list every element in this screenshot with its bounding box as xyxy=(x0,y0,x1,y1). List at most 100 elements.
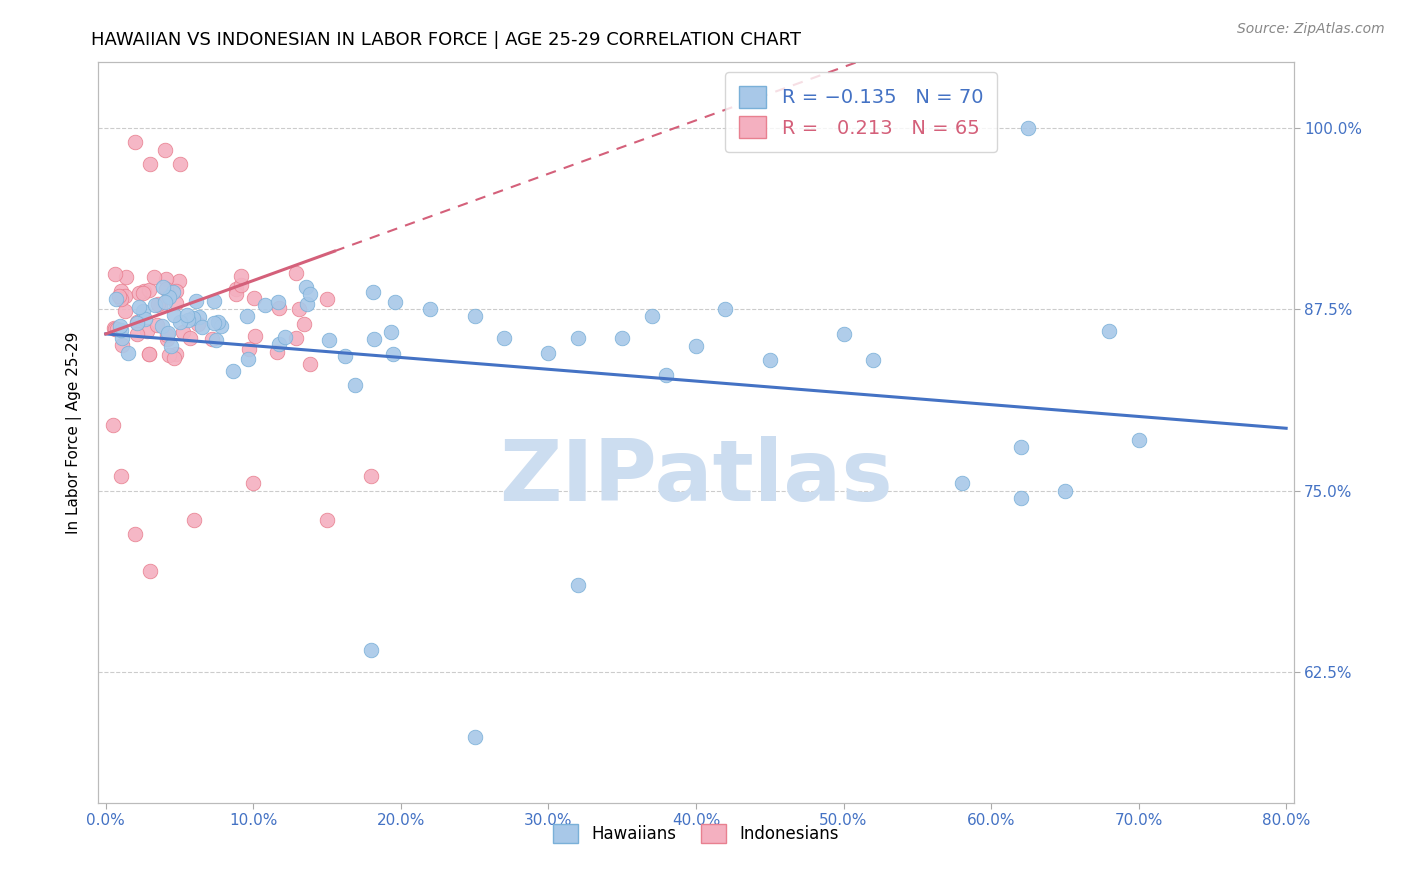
Point xyxy=(284,266,307,280)
Text: HAWAIIAN VS INDONESIAN IN LABOR FORCE | AGE 25-29 CORRELATION CHART: HAWAIIAN VS INDONESIAN IN LABOR FORCE | … xyxy=(91,31,801,49)
Point xyxy=(360,469,382,483)
Point xyxy=(117,345,139,359)
Point xyxy=(179,330,201,344)
Point xyxy=(714,302,737,317)
Text: ZIPatlas: ZIPatlas xyxy=(499,435,893,518)
Point xyxy=(124,136,146,150)
Point xyxy=(110,331,132,345)
Point xyxy=(165,284,187,298)
Point xyxy=(134,284,156,298)
Point xyxy=(202,316,225,330)
Point xyxy=(138,347,160,361)
Point xyxy=(316,293,339,307)
Point xyxy=(149,299,172,313)
Point xyxy=(231,269,253,284)
Point xyxy=(1010,491,1032,505)
Point xyxy=(157,290,180,304)
Point xyxy=(165,296,187,310)
Point xyxy=(146,297,169,311)
Point xyxy=(108,289,131,303)
Point xyxy=(950,476,973,491)
Point xyxy=(298,357,321,371)
Point xyxy=(685,338,707,352)
Point xyxy=(162,351,184,366)
Point xyxy=(186,294,208,309)
Point xyxy=(163,308,186,322)
Point xyxy=(1128,433,1150,447)
Point xyxy=(229,278,252,293)
Point xyxy=(419,302,441,317)
Point xyxy=(104,292,127,306)
Point xyxy=(202,293,225,308)
Legend: Hawaiians, Indonesians: Hawaiians, Indonesians xyxy=(546,817,846,850)
Point xyxy=(298,286,321,301)
Point xyxy=(297,297,319,311)
Point xyxy=(267,337,290,351)
Point xyxy=(172,325,194,339)
Point xyxy=(110,469,132,483)
Point xyxy=(165,347,187,361)
Point xyxy=(124,527,146,541)
Point xyxy=(267,301,290,315)
Point xyxy=(292,317,315,331)
Point xyxy=(183,513,205,527)
Point xyxy=(155,282,177,296)
Point xyxy=(285,330,308,344)
Point xyxy=(242,476,264,491)
Point xyxy=(150,318,173,333)
Point xyxy=(295,280,318,294)
Point xyxy=(155,272,177,286)
Point xyxy=(537,345,560,359)
Point xyxy=(157,347,180,361)
Point xyxy=(139,157,162,171)
Point xyxy=(1053,483,1076,498)
Point xyxy=(207,315,229,329)
Point xyxy=(157,326,180,340)
Point xyxy=(363,332,385,346)
Point xyxy=(114,304,136,318)
Point xyxy=(156,327,179,342)
Point xyxy=(344,377,367,392)
Point xyxy=(273,330,295,344)
Point xyxy=(115,270,138,285)
Point xyxy=(143,298,166,312)
Point xyxy=(110,292,132,306)
Point xyxy=(110,323,132,337)
Point xyxy=(153,295,176,310)
Point xyxy=(176,308,198,322)
Point xyxy=(188,310,211,325)
Point xyxy=(138,283,160,297)
Point xyxy=(103,321,125,335)
Point xyxy=(110,284,132,298)
Point xyxy=(266,345,288,359)
Point xyxy=(361,285,384,300)
Point xyxy=(209,319,232,334)
Point xyxy=(267,294,290,309)
Point xyxy=(160,339,183,353)
Point xyxy=(146,318,169,333)
Point xyxy=(225,282,247,296)
Point xyxy=(111,338,134,352)
Point xyxy=(156,332,179,346)
Point xyxy=(125,315,148,329)
Point xyxy=(464,731,486,745)
Point xyxy=(128,285,150,300)
Point xyxy=(201,333,224,347)
Point xyxy=(139,564,162,578)
Point xyxy=(494,331,516,345)
Point xyxy=(316,513,339,527)
Point xyxy=(169,315,191,329)
Y-axis label: In Labor Force | Age 25-29: In Labor Force | Age 25-29 xyxy=(66,332,83,533)
Point xyxy=(612,331,634,345)
Point xyxy=(125,326,148,341)
Point xyxy=(862,353,884,368)
Point xyxy=(382,347,405,361)
Point xyxy=(125,316,148,330)
Point xyxy=(318,333,340,347)
Point xyxy=(128,300,150,314)
Point xyxy=(104,321,127,335)
Point xyxy=(187,317,209,331)
Point xyxy=(104,267,127,281)
Point xyxy=(177,313,200,327)
Point xyxy=(181,311,204,326)
